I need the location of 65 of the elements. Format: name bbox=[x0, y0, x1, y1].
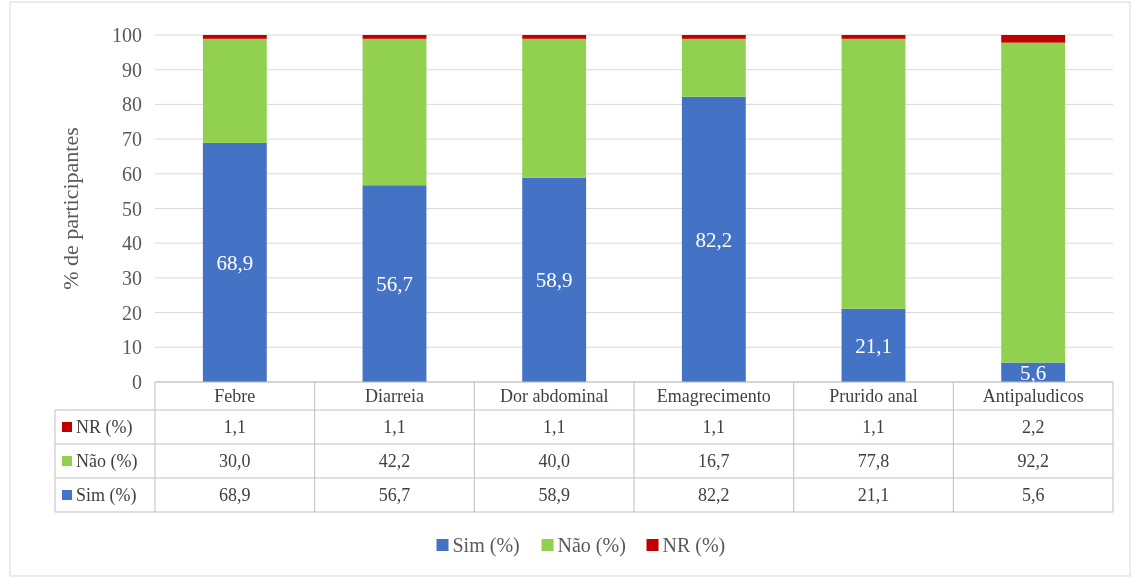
y-tick-label: 80 bbox=[122, 93, 142, 116]
text: 58,9 bbox=[535, 268, 573, 293]
data-label: 42,2 bbox=[378, 451, 411, 472]
bar bbox=[841, 35, 906, 39]
y-tick-label: 0 bbox=[132, 371, 142, 393]
y-tick-label: 70 bbox=[122, 128, 142, 151]
y-tick-label: 10 bbox=[122, 336, 142, 359]
bar bbox=[522, 38, 587, 178]
y-tick-label: 40 bbox=[122, 232, 142, 255]
text: 68,9 bbox=[216, 250, 254, 275]
bar bbox=[681, 35, 746, 39]
data-label: 92,2 bbox=[1017, 451, 1049, 472]
legend-label: Sim (%) bbox=[76, 485, 137, 507]
text: 82,2 bbox=[695, 227, 733, 252]
bar bbox=[522, 177, 587, 382]
data-label: 21,1 bbox=[857, 485, 890, 506]
text: 56,7 bbox=[376, 271, 413, 296]
data-label: 2,2 bbox=[1021, 417, 1045, 438]
bar bbox=[202, 142, 267, 382]
data-label: 1,1 bbox=[542, 417, 566, 438]
x-tick-label: Prurido anal bbox=[829, 386, 918, 407]
text: NR (%) bbox=[662, 534, 726, 556]
text: Não (%) bbox=[557, 534, 626, 556]
data-label: 16,7 bbox=[698, 451, 730, 472]
legend-label: Não (%) bbox=[76, 451, 138, 473]
data-label: 56,7 bbox=[378, 485, 411, 506]
legend-label: NR (%) bbox=[76, 417, 133, 439]
data-label: 1,1 bbox=[223, 417, 247, 438]
text: Sim (%) bbox=[452, 534, 520, 556]
bar bbox=[841, 38, 906, 309]
data-label: 5,6 bbox=[1021, 485, 1045, 506]
data-label: 1,1 bbox=[702, 417, 726, 438]
data-label: 30,0 bbox=[219, 451, 251, 472]
x-tick-label: Febre bbox=[214, 386, 256, 407]
data-label: 1,1 bbox=[862, 417, 885, 438]
bar bbox=[841, 308, 906, 382]
bar bbox=[1001, 42, 1066, 363]
y-axis-title: % de participantes bbox=[58, 127, 83, 290]
y-tick-label: 20 bbox=[122, 301, 142, 324]
bar bbox=[362, 185, 427, 382]
x-tick-label: Antipaludicos bbox=[982, 386, 1084, 407]
data-label: 40,0 bbox=[538, 451, 570, 472]
y-tick-label: 100 bbox=[112, 24, 142, 46]
x-tick-label: Dor abdominal bbox=[499, 386, 609, 407]
data-label: 68,9 bbox=[219, 485, 251, 506]
bar bbox=[362, 35, 427, 39]
bar bbox=[202, 38, 267, 143]
data-label: 77,8 bbox=[857, 451, 890, 472]
bar bbox=[362, 38, 427, 186]
x-tick-label: Emagrecimento bbox=[656, 386, 771, 407]
text: 21,1 bbox=[855, 333, 892, 358]
y-tick-label: 60 bbox=[122, 162, 142, 185]
data-label: 82,2 bbox=[698, 485, 730, 506]
data-label: 1,1 bbox=[383, 417, 406, 438]
bar bbox=[202, 35, 267, 39]
bar bbox=[522, 35, 587, 39]
y-tick-label: 90 bbox=[122, 58, 142, 81]
text: 5,6 bbox=[1020, 360, 1047, 385]
data-label: 58,9 bbox=[538, 485, 570, 506]
x-tick-label: Diarreia bbox=[365, 386, 424, 407]
y-tick-label: 30 bbox=[122, 266, 142, 289]
bar bbox=[1001, 35, 1066, 43]
bar bbox=[681, 96, 746, 382]
bar bbox=[681, 38, 746, 97]
y-tick-label: 50 bbox=[122, 197, 142, 220]
